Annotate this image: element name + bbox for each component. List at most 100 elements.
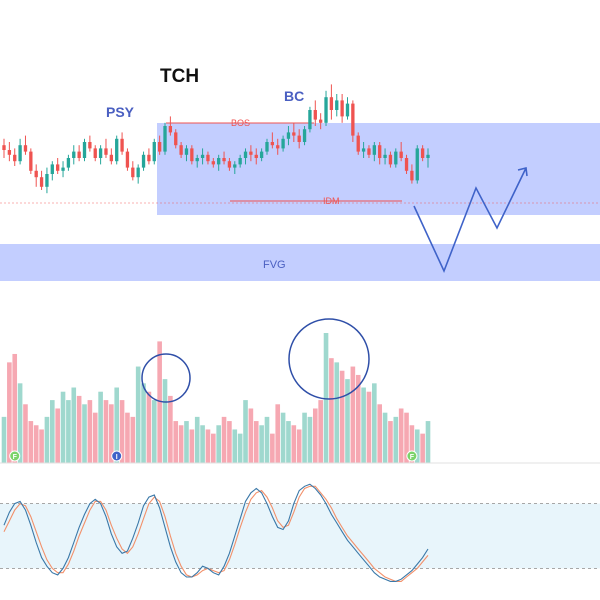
candle-body	[2, 145, 6, 150]
candle-body	[120, 138, 124, 152]
candle-body	[286, 132, 291, 139]
volume-bar	[232, 429, 238, 463]
candle-body	[45, 174, 49, 187]
volume-bar	[103, 400, 109, 463]
volume-bar	[178, 425, 184, 463]
volume-bar	[361, 387, 366, 463]
volume-bar	[12, 353, 18, 463]
candle-body	[141, 154, 146, 168]
volume-bar	[194, 416, 200, 463]
volume-bar	[264, 416, 270, 463]
candle-body	[351, 103, 355, 136]
volume-bar	[393, 416, 399, 463]
volume-bar	[55, 408, 60, 463]
volume-bar	[377, 404, 383, 463]
candle-body	[276, 145, 280, 149]
event-marker-icon[interactable]: F	[9, 450, 21, 462]
volume-bar	[114, 387, 120, 463]
volume-bar	[388, 421, 393, 463]
event-marker-label: F	[410, 454, 415, 461]
fvg-zone	[0, 244, 600, 281]
volume-bar	[1, 416, 7, 463]
volume-bar	[162, 379, 168, 463]
projection-path	[413, 167, 527, 274]
volume-bar	[366, 391, 372, 463]
candle-body	[163, 126, 167, 152]
volume-bar	[414, 429, 420, 463]
volume-bar	[253, 421, 259, 463]
volume-bar	[275, 404, 281, 463]
volume-bar	[39, 429, 44, 463]
volume-bar	[382, 412, 388, 463]
stochastic-slow-line	[3, 485, 429, 582]
volume-bar	[243, 400, 248, 463]
volume-bar	[334, 362, 340, 463]
candle-body	[50, 164, 54, 174]
candle-body	[157, 142, 162, 152]
candle-body	[399, 151, 403, 158]
candle-body	[23, 145, 28, 152]
candle-body	[109, 154, 114, 162]
candle-body	[335, 100, 339, 110]
candle-body	[136, 167, 140, 178]
candle-body	[104, 148, 108, 155]
candle-body	[211, 161, 215, 165]
candle-body	[265, 142, 269, 152]
volume-bar	[130, 416, 136, 463]
volume-bar	[189, 429, 195, 463]
volume-bar	[404, 412, 409, 463]
candle-body	[238, 158, 242, 165]
candle-body	[82, 142, 87, 158]
volume-bar	[205, 429, 211, 463]
candle-body	[115, 138, 119, 162]
highlight-circle-icon	[141, 353, 191, 403]
volume-bar	[312, 408, 318, 463]
candle-body	[131, 167, 135, 178]
event-marker-label: F	[13, 454, 18, 461]
volume-bar	[151, 400, 157, 463]
candle-body	[243, 151, 248, 158]
candle-body	[404, 158, 409, 171]
event-marker-icon[interactable]: F	[406, 450, 418, 462]
candles	[2, 84, 430, 194]
stochastic-pane	[0, 483, 600, 582]
volume-bar	[259, 425, 264, 463]
volume-bar	[291, 425, 297, 463]
candle-body	[254, 154, 258, 158]
candle-body	[34, 170, 38, 178]
volume-bar	[398, 408, 404, 463]
candle-body	[66, 158, 71, 168]
volume-bar	[60, 391, 66, 463]
candle-body	[13, 154, 17, 162]
volume-bar	[425, 421, 431, 463]
volume-bar	[409, 425, 415, 463]
candle-body	[394, 151, 398, 165]
candle-body	[383, 154, 387, 158]
candle-body	[206, 154, 210, 162]
candle-body	[281, 138, 285, 149]
volume-bar	[49, 400, 55, 463]
volume-bar	[296, 429, 302, 463]
candle-body	[410, 170, 414, 181]
volume-bar	[109, 404, 114, 463]
candle-body	[378, 145, 382, 158]
volume-bar	[76, 395, 82, 463]
candle-body	[361, 148, 366, 152]
volume-bar	[280, 412, 286, 463]
candle-body	[88, 142, 92, 149]
volume-bar	[119, 400, 125, 463]
bc-label: BC	[284, 88, 304, 104]
candle-body	[98, 148, 103, 158]
candle-body	[18, 145, 22, 162]
volume-bars	[1, 333, 431, 463]
candle-body	[217, 158, 221, 165]
event-marker-icon[interactable]: I	[111, 450, 123, 462]
psy-label: PSY	[106, 104, 135, 120]
candle-body	[222, 158, 226, 162]
stochastic-band	[0, 503, 600, 569]
volume-bar	[157, 341, 162, 463]
candle-body	[233, 164, 237, 168]
